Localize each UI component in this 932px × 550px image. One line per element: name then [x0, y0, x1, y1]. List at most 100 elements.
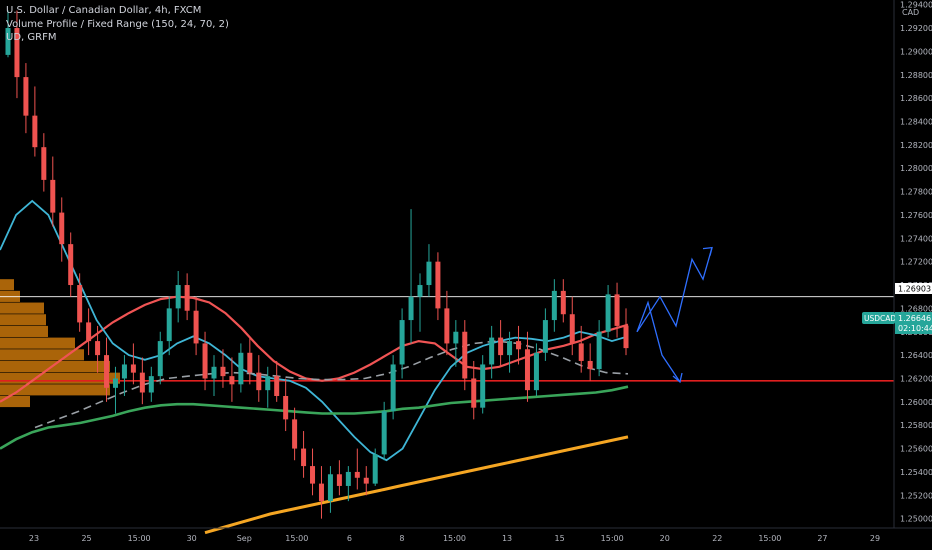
candle-body: [95, 341, 101, 356]
price-tick-label: 1.25400: [900, 468, 932, 477]
time-tick-label: 15:00: [758, 534, 781, 543]
candle-body: [121, 364, 127, 379]
candle-body: [426, 261, 432, 286]
candle-body: [372, 454, 378, 484]
candle-body: [184, 285, 190, 311]
candle-body: [516, 341, 522, 350]
candle-body: [524, 349, 530, 391]
ma-orange-line: [204, 435, 629, 535]
candle-body: [193, 310, 199, 344]
candle-body: [310, 466, 316, 484]
time-tick-label: 25: [81, 534, 91, 543]
price-tick-label: 1.27800: [900, 188, 932, 197]
candle-body: [32, 115, 38, 148]
candle-body: [507, 341, 513, 356]
candle-body: [14, 28, 20, 78]
extra-indicator-label[interactable]: UD, GRFM: [6, 32, 57, 43]
price-tick-label: 1.27600: [900, 211, 932, 220]
countdown-label: 02:10:44: [898, 324, 932, 333]
candle-body: [157, 341, 163, 377]
candle-body: [614, 294, 620, 326]
price-tick-label: 1.27200: [900, 258, 932, 267]
candle-body: [139, 372, 145, 393]
projection-up-arrow: [636, 247, 713, 333]
candle-body: [363, 477, 369, 484]
volume-profile-bar: [0, 360, 110, 373]
price-tick-label: 1.28800: [900, 71, 932, 80]
candle-body: [462, 331, 468, 379]
time-tick-label: 23: [29, 534, 39, 543]
candle-body: [274, 376, 280, 396]
candle-body: [345, 471, 351, 486]
price-tick-label: 1.26400: [900, 351, 932, 360]
volume-profile-bar: [0, 302, 44, 314]
candle-body: [130, 364, 136, 373]
candle-body: [50, 179, 56, 213]
candle-body: [148, 376, 154, 393]
projection-down-arrow: [636, 300, 681, 383]
candle-body: [104, 355, 110, 388]
candle-body: [238, 352, 244, 385]
candle-body: [86, 322, 92, 342]
candle-body: [112, 378, 118, 388]
candle-body: [283, 396, 289, 420]
candle-body: [292, 419, 298, 449]
candle-body: [166, 308, 172, 342]
candle-body: [175, 285, 181, 309]
candle-body: [498, 337, 504, 356]
price-tick-label: 1.29000: [900, 47, 932, 56]
candle-body: [202, 343, 208, 379]
time-tick-label: 15:00: [601, 534, 624, 543]
price-tick-label: 1.25800: [900, 421, 932, 430]
price-tick-label: 1.26800: [900, 304, 932, 313]
time-tick-label: 8: [399, 534, 404, 543]
projection-down-arrowhead: [672, 372, 683, 384]
candle-body: [327, 474, 333, 502]
time-tick-label: 6: [347, 534, 352, 543]
price-tick-label: 1.25600: [900, 445, 932, 454]
candle-body: [336, 474, 342, 486]
price-tick-label: 1.28600: [900, 94, 932, 103]
moving-averages: [0, 199, 629, 535]
current-price-label: 1.26646: [898, 314, 931, 323]
price-tick-label: 1.28400: [900, 117, 932, 126]
time-tick-label: 29: [870, 534, 880, 543]
candle-body: [68, 244, 74, 286]
ma-cyan-line: [0, 199, 629, 462]
candle-body: [256, 372, 262, 391]
time-tick-label: Sep: [237, 534, 252, 543]
candle-body: [23, 77, 29, 116]
volume-profile-bar: [0, 325, 48, 337]
candle-body: [381, 411, 387, 455]
indicator-label[interactable]: Volume Profile / Fixed Range (150, 24, 7…: [6, 18, 229, 30]
volume-profile-bar: [0, 372, 120, 384]
candle-body: [560, 290, 566, 315]
time-axis[interactable]: 23 25 15:00 30 Sep 15:00 6 8 15:00 13 15 15:00 20 22 1…: [29, 534, 880, 543]
chart-title[interactable]: U.S. Dollar / Canadian Dollar, 4h, FXCM: [6, 5, 202, 16]
candle-body: [77, 285, 83, 323]
candle-body: [247, 352, 253, 373]
time-tick-label: 15:00: [443, 534, 466, 543]
price-tick-label: 1.28200: [900, 141, 932, 150]
candle-body: [301, 448, 307, 467]
time-tick-label: 13: [502, 534, 512, 543]
dashed-average-line: [34, 340, 629, 429]
candle-body: [533, 352, 539, 391]
resistance-price-badge: 1.26903: [895, 283, 932, 294]
candle-body: [265, 376, 271, 391]
candle-body: [41, 147, 47, 180]
time-tick-label: 20: [660, 534, 670, 543]
candle-body: [542, 320, 548, 353]
candle-body: [551, 290, 557, 321]
candle-body: [229, 376, 235, 385]
time-tick-label: 30: [187, 534, 197, 543]
candle-body: [408, 296, 414, 321]
ma-green-line: [0, 385, 629, 450]
candle-body: [354, 471, 360, 478]
volume-profile-bar: [0, 396, 30, 408]
time-tick-label: 15:00: [128, 534, 151, 543]
price-axis[interactable]: 1.29400 1.29200 1.29000 1.28800 1.28600 1.284…: [900, 1, 932, 524]
price-tick-label: 1.29200: [900, 24, 932, 33]
